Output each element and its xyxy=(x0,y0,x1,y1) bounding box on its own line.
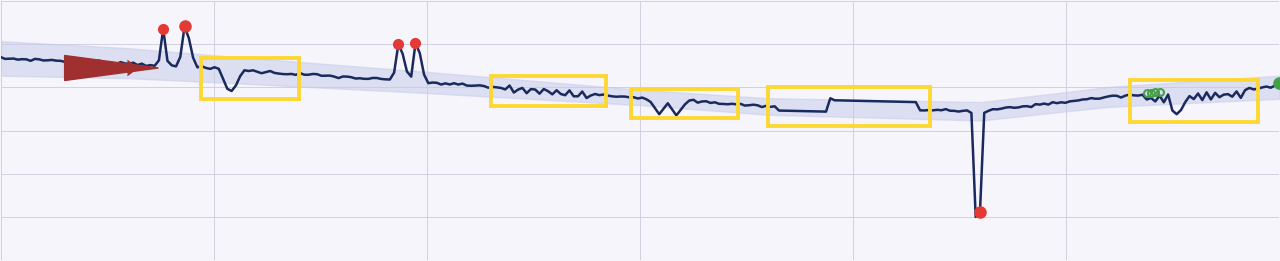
Bar xyxy=(768,87,929,126)
Bar xyxy=(201,58,300,99)
Bar xyxy=(631,89,739,118)
Bar xyxy=(490,76,605,106)
Polygon shape xyxy=(64,56,159,80)
Bar xyxy=(1130,80,1258,122)
